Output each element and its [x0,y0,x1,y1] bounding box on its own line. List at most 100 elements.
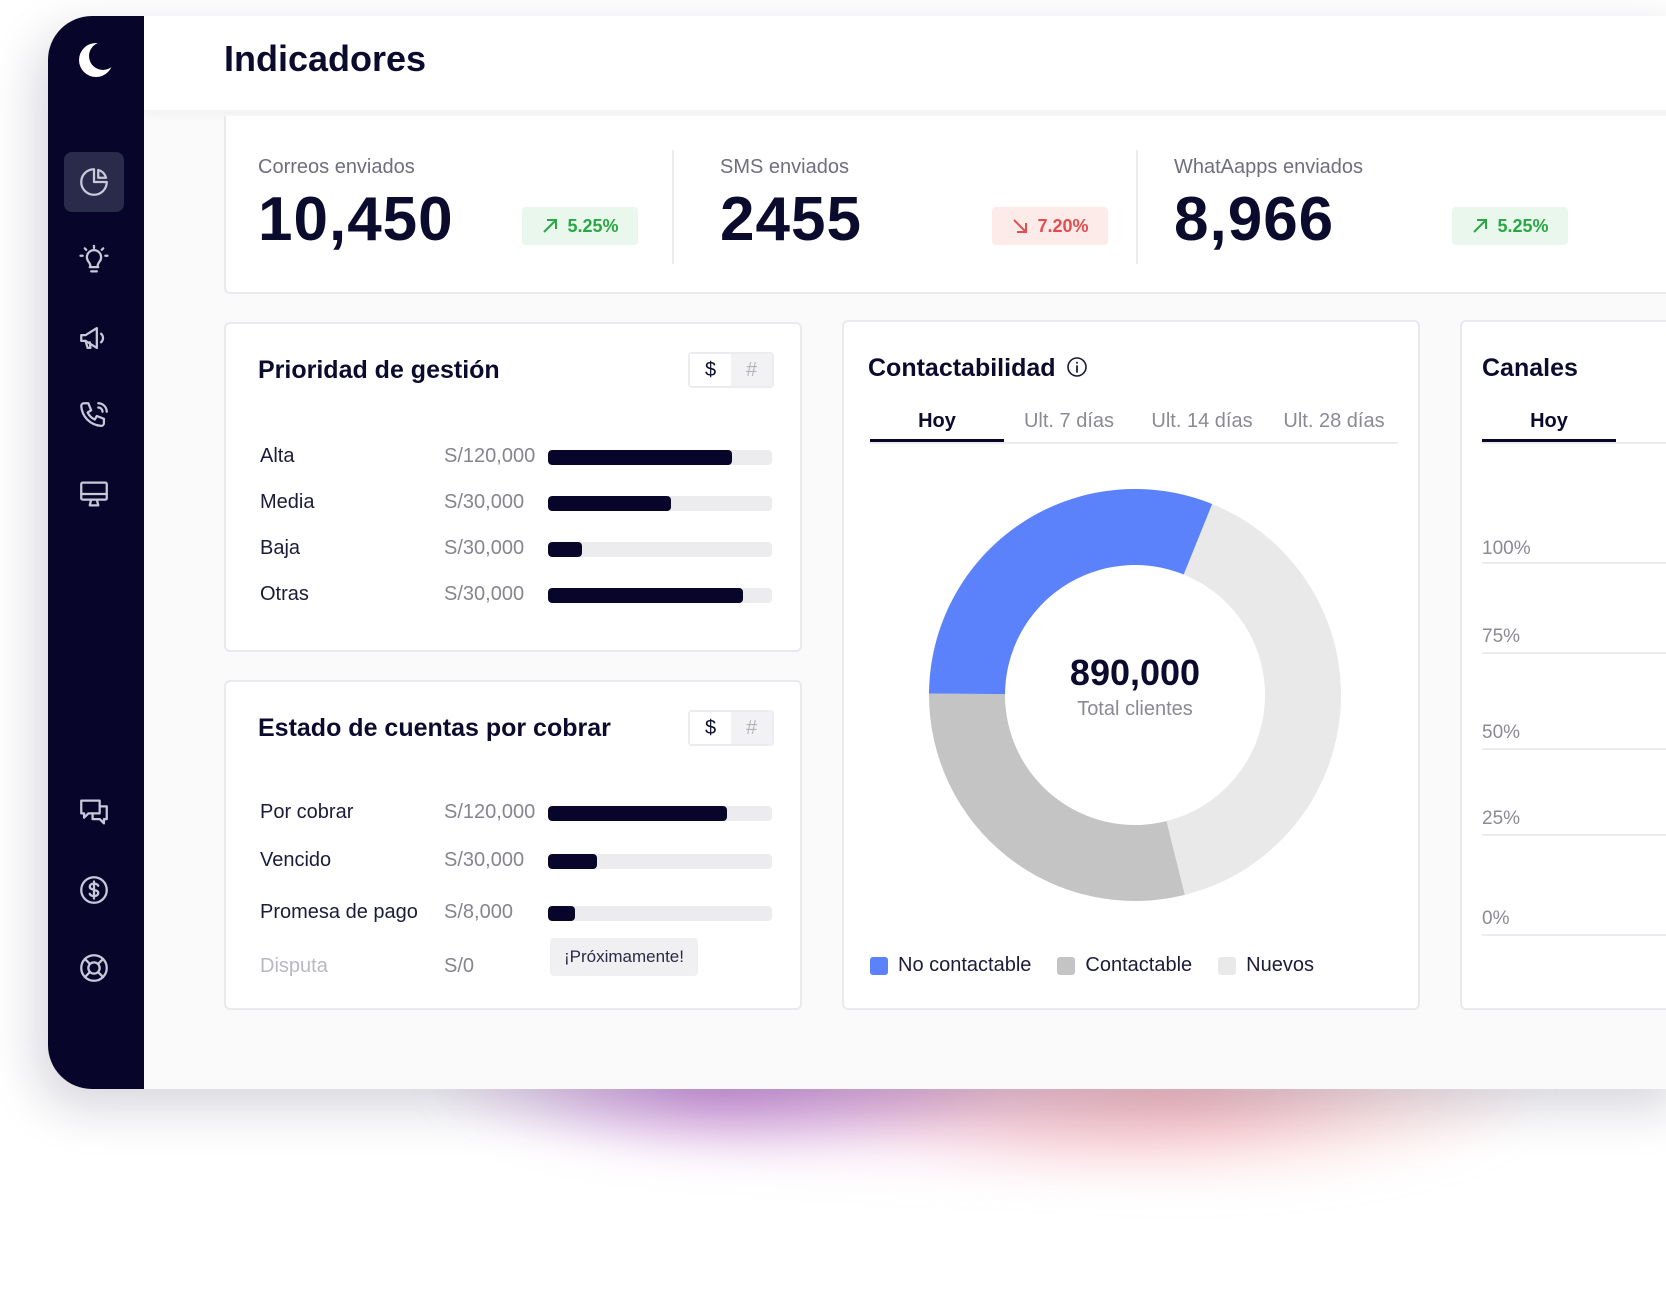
kpi-emails: Correos enviados 10,450 5.25% [258,116,658,292]
total-clients-label: Total clientes [1077,698,1193,720]
pie-chart-icon [80,168,108,196]
kpi-change-badge: 7.20% [992,207,1108,245]
donut-center: 890,000 Total clientes [928,652,1342,721]
tab-hoy[interactable]: Hoy [1482,404,1616,442]
row-label: Disputa [260,955,328,977]
main-content: Indicadores Correos enviados 10,450 5.25… [144,16,1666,1089]
row-label: Por cobrar [260,801,354,823]
row-label: Alta [260,445,295,467]
nav-insights[interactable] [64,230,124,290]
tab-28-dias[interactable]: Ult. 28 días [1283,410,1385,432]
value-toggle[interactable]: $ # [688,352,774,388]
progress-fill [548,542,582,557]
progress-track [548,854,772,869]
legend-swatch [1218,956,1237,975]
value-toggle[interactable]: $ # [688,710,774,746]
nav-campaigns[interactable] [64,308,124,368]
legend-swatch [870,956,888,975]
nav-support[interactable] [64,938,124,998]
nav-calls[interactable] [64,386,124,446]
kpi-label: Correos enviados [258,156,415,178]
y-tick-label: 75% [1482,626,1521,647]
progress-track [548,588,772,603]
toggle-currency[interactable]: $ [690,712,731,744]
top-bar: Indicadores [144,16,1666,110]
info-icon[interactable] [1066,356,1088,378]
kpi-change-value: 7.20% [1037,215,1089,236]
tab-hoy[interactable]: Hoy [870,404,1004,442]
progress-fill [548,450,732,465]
arrow-up-right-icon [1473,219,1488,233]
progress-fill [548,588,743,603]
row-amount: S/30,000 [444,849,525,871]
progress-track [548,806,772,821]
kpi-value: 8,966 [1174,185,1335,254]
y-tick-label: 25% [1482,808,1521,829]
legend-label: Nuevos [1246,954,1314,976]
bar-row: Promesa de pago S/8,000 [258,898,786,928]
kpi-sms: SMS enviados 2455 7.20% [720,116,1120,292]
nav-monitor[interactable] [64,464,124,524]
tab-7-dias[interactable]: Ult. 7 días [1023,410,1115,432]
phone-icon [80,402,108,428]
legend-item: No contactable [870,954,1031,977]
toggle-count[interactable]: # [731,712,772,744]
card-title: Prioridad de gestión [258,356,500,384]
contactability-card: Contactabilidad Hoy Ult. 7 días Ult. 14 … [842,320,1420,1010]
kpi-change-value: 5.25% [567,215,619,236]
dollar-icon [80,876,108,904]
grid-line [1482,652,1666,654]
megaphone-icon [80,326,105,350]
progress-track [548,496,772,511]
donut-chart [929,489,1341,901]
bar-row: Media S/30,000 [258,488,786,518]
lightbulb-icon [79,244,109,273]
nav-dashboard[interactable] [64,152,124,212]
moon-logo-icon [79,42,116,77]
kpi-label: WhatAapps enviados [1174,156,1364,178]
kpi-divider [672,150,674,264]
grid-line [1482,562,1666,564]
progress-fill [548,906,575,921]
priority-card: Prioridad de gestión $ # Alta S/120,000 Me… [224,322,802,652]
kpi-label: SMS enviados [720,156,849,178]
kpi-strip: Correos enviados 10,450 5.25% SMS enviad… [224,116,1666,294]
sidebar [48,16,144,1089]
legend-swatch [1057,956,1076,975]
channels-tabs: Hoy [1482,404,1666,444]
legend-item: Contactable [1057,954,1192,977]
row-amount: S/30,000 [444,537,525,559]
row-amount: S/30,000 [444,491,525,513]
chart-legend: No contactable Contactable Nuevos [870,954,1314,977]
tab-14-dias[interactable]: Ult. 14 días [1151,410,1253,432]
row-amount: S/120,000 [444,801,536,823]
grid-line [1482,748,1666,750]
toggle-currency[interactable]: $ [690,354,731,386]
nav-messages[interactable] [64,782,124,842]
row-label: Otras [260,583,309,605]
row-amount: S/0 [444,955,475,977]
channels-card: Canales Hoy 100% 75% 50% 25% 0% [1460,320,1666,1010]
kpi-change-badge: 5.25% [522,207,638,245]
y-tick-label: 0% [1482,908,1510,929]
kpi-change-value: 5.25% [1497,215,1549,236]
row-amount: S/30,000 [444,583,525,605]
legend-item: Nuevos [1218,954,1314,977]
nav-payments[interactable] [64,860,124,920]
kpi-whatsapp: WhatAapps enviados 8,966 5.25% [1174,116,1594,292]
row-label: Vencido [260,849,332,871]
kpi-change-badge: 5.25% [1452,207,1568,245]
progress-fill [548,806,728,821]
page-title: Indicadores [224,38,427,79]
row-amount: S/8,000 [444,901,513,923]
card-title: Estado de cuentas por cobrar [258,714,611,742]
legend-label: No contactable [898,954,1032,976]
total-clients-value: 890,000 [1069,652,1201,693]
grid-line [1482,834,1666,836]
y-tick-label: 100% [1482,538,1531,559]
donut-slice-contactable [929,693,1185,901]
progress-track [548,450,772,465]
toggle-count[interactable]: # [731,354,772,386]
bar-row: Otras S/30,000 [258,580,786,610]
period-tabs: Hoy Ult. 7 días Ult. 14 días Ult. 28 día… [870,404,1398,444]
